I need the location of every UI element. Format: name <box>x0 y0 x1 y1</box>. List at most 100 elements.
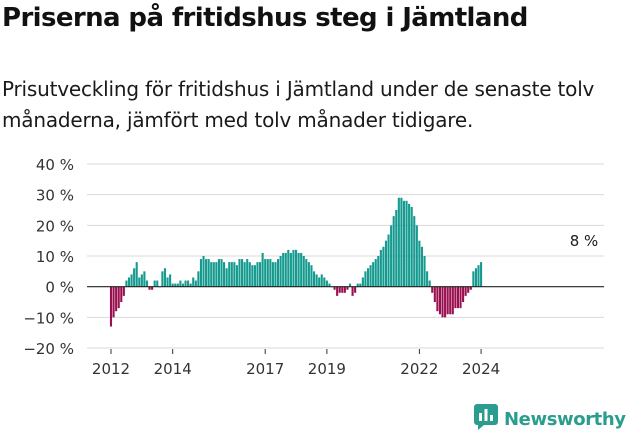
bar <box>251 265 254 287</box>
bar <box>315 274 318 287</box>
bar <box>338 286 341 293</box>
x-tick-label: 2012 <box>92 360 130 378</box>
bar <box>387 234 390 287</box>
bar <box>176 283 179 287</box>
bar <box>135 262 138 287</box>
bar <box>238 259 241 287</box>
bar <box>433 286 436 302</box>
bar <box>233 262 236 287</box>
bar <box>474 268 477 287</box>
bar <box>297 252 300 287</box>
bar <box>163 268 167 287</box>
bar <box>277 259 280 287</box>
bar <box>441 286 444 318</box>
bar <box>271 262 274 287</box>
bar <box>413 216 416 287</box>
bar-series <box>109 197 483 327</box>
x-tick-label: 2019 <box>308 360 346 378</box>
bar <box>145 280 149 287</box>
bar <box>269 259 272 287</box>
bar <box>462 286 465 302</box>
bar <box>431 286 434 293</box>
bar <box>217 259 220 287</box>
y-tick-label: −10 % <box>23 309 74 327</box>
axes: 40 % 30 % 20 % 10 % 0 % −10 % −20 % 2012 2014 201… <box>23 156 604 378</box>
bar <box>127 277 131 287</box>
bar <box>438 286 442 315</box>
bar <box>133 268 136 287</box>
bar <box>294 249 298 287</box>
x-tick-label: 2022 <box>400 360 438 378</box>
bar <box>361 277 364 287</box>
bar <box>369 265 372 287</box>
x-tick-label: 2024 <box>462 360 500 378</box>
bar <box>300 252 303 287</box>
grid-lines <box>87 163 604 349</box>
bar <box>156 280 159 287</box>
bar <box>318 277 321 287</box>
bar <box>364 271 367 287</box>
bar <box>356 283 359 287</box>
bar <box>284 252 287 287</box>
bar <box>336 286 339 296</box>
bar <box>382 246 385 287</box>
bar <box>120 286 123 302</box>
bar <box>395 210 398 287</box>
bar <box>143 271 146 287</box>
bar <box>408 203 411 287</box>
bar <box>259 262 262 287</box>
bar <box>210 262 213 287</box>
bar <box>377 256 380 287</box>
bar <box>138 277 141 287</box>
bar <box>151 286 154 290</box>
bar <box>220 259 223 287</box>
bar <box>266 259 269 287</box>
bar <box>230 262 233 287</box>
bar <box>125 280 128 287</box>
bar <box>402 200 406 287</box>
bar <box>202 256 205 287</box>
chart-title: Priserna på fritidshus steg i Jämtland <box>2 3 528 33</box>
x-tick-label: 2014 <box>154 360 192 378</box>
y-tick-label: 10 % <box>36 248 74 266</box>
bar <box>451 286 454 315</box>
bar <box>436 286 439 312</box>
bar <box>467 286 470 293</box>
bar <box>228 262 231 287</box>
bar <box>384 240 388 287</box>
bar <box>292 249 295 287</box>
bar <box>464 286 467 296</box>
bar <box>171 283 174 287</box>
bar <box>279 256 282 287</box>
bar <box>415 225 418 287</box>
bar <box>192 277 195 287</box>
bar <box>112 286 115 318</box>
bar <box>359 283 362 287</box>
bar <box>205 259 208 287</box>
bar <box>454 286 457 309</box>
last-value-label: 8 % <box>570 232 599 250</box>
bar <box>153 280 156 287</box>
bar <box>426 271 429 287</box>
bar <box>480 262 483 287</box>
bar <box>246 259 249 287</box>
bar <box>449 286 452 315</box>
bar <box>197 271 200 287</box>
bar <box>241 259 244 287</box>
y-tick-label: 0 % <box>45 279 74 297</box>
bar <box>174 283 177 287</box>
bar <box>418 240 421 287</box>
bar <box>140 274 143 287</box>
bar <box>374 259 377 287</box>
bar <box>372 262 375 287</box>
bar <box>469 286 472 290</box>
bar <box>397 197 400 287</box>
chart-subtitle: Prisutveckling för fritidshus i Jämtland… <box>2 77 595 132</box>
bar <box>312 271 316 287</box>
bar <box>199 259 202 287</box>
bar <box>341 286 344 293</box>
bar <box>392 216 395 287</box>
bar <box>420 246 424 287</box>
bar <box>287 249 290 287</box>
bar <box>187 280 190 287</box>
